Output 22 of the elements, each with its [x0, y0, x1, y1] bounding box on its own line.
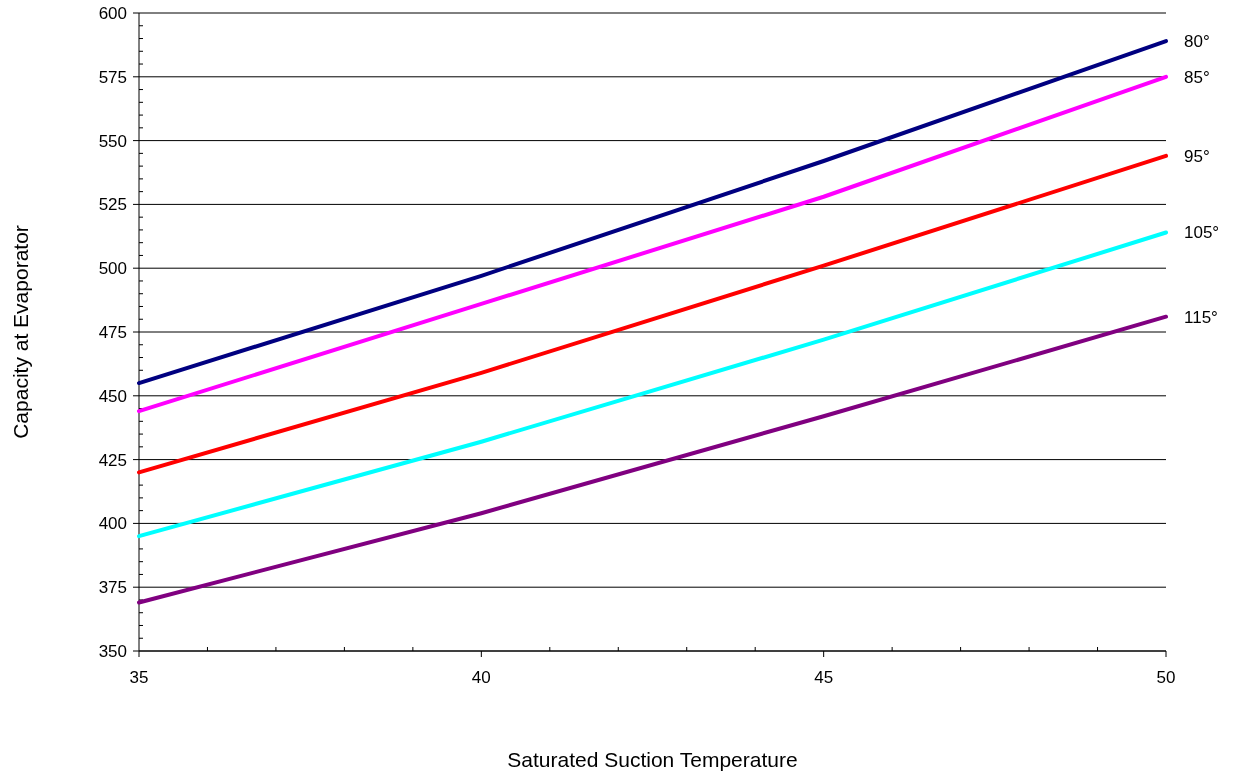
y-tick-label: 600 [98, 3, 127, 23]
y-tick-label: 400 [98, 514, 127, 534]
y-tick-label: 500 [98, 259, 127, 279]
y-axis-title: Capacity at Evaporator [9, 225, 32, 439]
y-tick-label: 350 [98, 641, 127, 661]
series-label: 85° [1184, 67, 1210, 87]
series-label: 105° [1184, 223, 1220, 243]
y-tick-label: 550 [98, 131, 127, 151]
x-tick-label: 40 [471, 668, 491, 687]
x-tick-label: 35 [129, 668, 149, 687]
y-tick-label: 375 [98, 578, 127, 598]
y-tick-label: 425 [98, 450, 127, 470]
y-tick-label: 475 [98, 322, 127, 342]
x-tick-label: 50 [1156, 668, 1176, 687]
series-label: 115° [1184, 307, 1218, 327]
series-label: 95° [1184, 146, 1210, 166]
x-axis-title: Saturated Suction Temperature [507, 748, 798, 771]
y-tick-label: 450 [98, 386, 127, 406]
y-tick-label: 575 [98, 67, 127, 87]
y-tick-label: 525 [98, 195, 127, 215]
x-tick-label: 45 [814, 668, 834, 687]
series-label: 80° [1184, 32, 1210, 52]
